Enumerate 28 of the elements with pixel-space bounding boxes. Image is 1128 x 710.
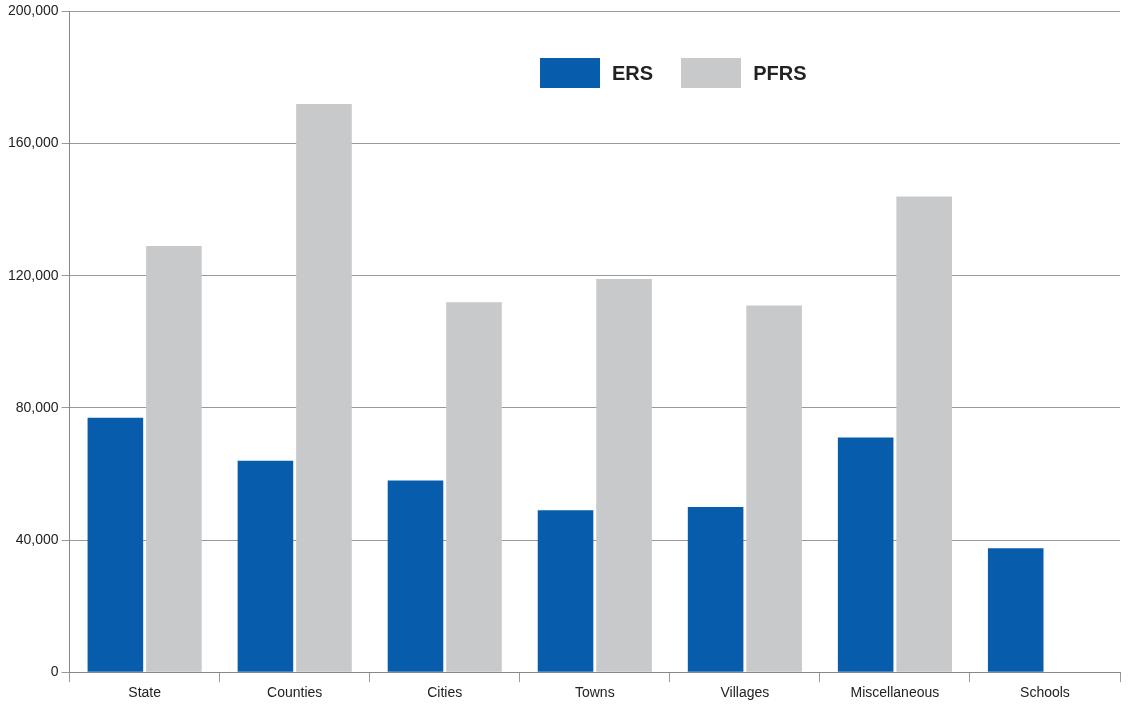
x-tick-label: Counties bbox=[267, 684, 323, 701]
bar bbox=[987, 548, 1044, 672]
y-tick-label: 80,000 bbox=[15, 398, 59, 415]
x-tick-label: Towns bbox=[574, 684, 615, 701]
x-tick-label: Schools bbox=[1020, 684, 1070, 701]
legend-label: PFRS bbox=[753, 61, 807, 85]
x-tick-label: Villages bbox=[720, 684, 770, 701]
bar bbox=[296, 103, 352, 672]
bar bbox=[146, 245, 202, 672]
x-tick-label: State bbox=[128, 684, 162, 701]
bar bbox=[687, 507, 744, 672]
bar bbox=[446, 302, 502, 672]
y-tick-label: 200,000 bbox=[8, 2, 59, 19]
bar bbox=[237, 460, 294, 672]
bar bbox=[596, 279, 652, 672]
bar bbox=[837, 437, 894, 672]
legend-label: ERS bbox=[612, 61, 654, 85]
bar bbox=[87, 417, 144, 672]
bar bbox=[537, 510, 594, 672]
bar bbox=[896, 196, 952, 672]
x-tick-label: Cities bbox=[427, 684, 463, 701]
bar bbox=[387, 480, 444, 672]
y-tick-label: 40,000 bbox=[15, 530, 59, 547]
y-tick-label: 120,000 bbox=[8, 266, 59, 283]
y-tick-label: 160,000 bbox=[8, 134, 59, 151]
x-tick-label: Miscellaneous bbox=[850, 684, 940, 701]
bar bbox=[746, 305, 802, 672]
y-tick-label: 0 bbox=[50, 663, 59, 680]
